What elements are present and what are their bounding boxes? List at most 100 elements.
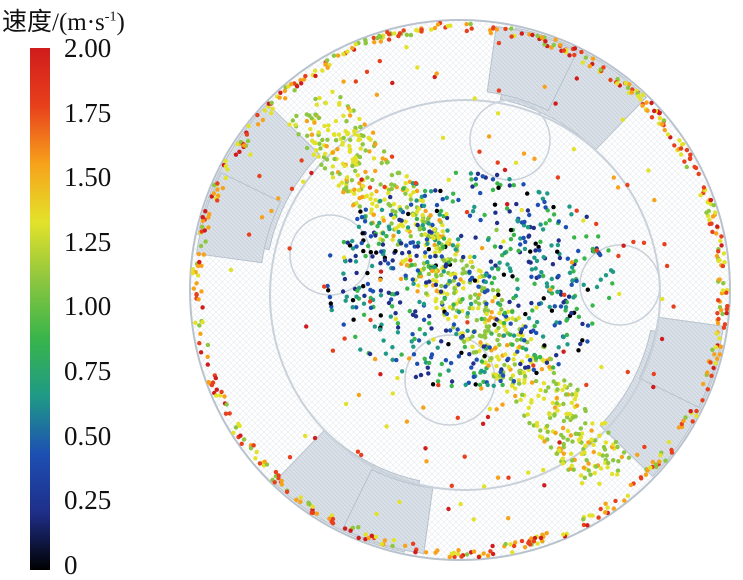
particle — [432, 74, 437, 80]
particle — [644, 100, 649, 105]
particle — [215, 187, 220, 192]
particle — [444, 211, 449, 217]
particle — [406, 356, 412, 361]
particle — [492, 275, 497, 281]
particle — [594, 464, 599, 469]
particle — [316, 115, 322, 121]
particle — [533, 266, 538, 271]
particle — [361, 301, 367, 306]
particle — [526, 233, 532, 238]
particle — [493, 372, 499, 377]
particle — [672, 143, 677, 148]
particle — [367, 299, 373, 304]
particle — [430, 222, 435, 228]
particle — [574, 208, 579, 213]
particle — [375, 35, 380, 41]
particle — [547, 218, 552, 223]
particle — [206, 225, 211, 230]
particle — [585, 523, 590, 528]
particle — [557, 448, 562, 453]
particle — [223, 175, 228, 181]
particle — [373, 534, 379, 539]
particle — [458, 335, 464, 340]
particle — [533, 356, 539, 361]
particle — [490, 551, 496, 557]
particle — [453, 275, 458, 280]
particle — [191, 286, 196, 291]
particle — [207, 211, 212, 217]
particle — [374, 204, 379, 209]
particle — [652, 108, 657, 114]
particle — [528, 249, 533, 254]
particle — [239, 441, 244, 446]
particle — [486, 363, 491, 368]
particle — [478, 190, 483, 196]
particle — [452, 290, 457, 296]
particle — [436, 240, 442, 245]
particle — [603, 420, 608, 426]
particle — [363, 37, 368, 43]
particle — [611, 506, 616, 511]
particle — [498, 244, 503, 250]
particle — [516, 303, 521, 308]
particle — [485, 414, 491, 420]
particle — [190, 270, 195, 276]
particle — [484, 301, 489, 306]
particle — [428, 254, 433, 259]
particle — [515, 286, 520, 291]
particle — [417, 206, 422, 211]
particle — [579, 49, 584, 55]
particle — [531, 363, 536, 368]
particle — [718, 238, 723, 244]
particle — [380, 242, 386, 247]
particle — [341, 79, 346, 84]
particle — [357, 196, 362, 201]
particle — [411, 352, 417, 357]
particle — [565, 342, 570, 347]
particle — [257, 173, 262, 179]
particle — [569, 260, 575, 265]
particle — [432, 250, 438, 255]
particle — [441, 236, 447, 241]
particle — [523, 239, 528, 245]
particle — [545, 191, 550, 196]
particle — [356, 188, 361, 193]
particle — [390, 357, 395, 362]
particle — [223, 158, 228, 164]
particle — [410, 212, 416, 218]
particle — [397, 499, 402, 505]
particle — [713, 345, 719, 350]
particle — [394, 357, 399, 363]
particle — [423, 250, 428, 255]
particle — [299, 158, 304, 163]
particle — [531, 423, 536, 428]
particle — [492, 322, 497, 327]
particle — [482, 353, 487, 359]
particle — [550, 262, 556, 267]
particle — [540, 334, 546, 339]
particle — [369, 192, 374, 197]
particle — [531, 225, 536, 231]
particle — [561, 48, 566, 53]
particle — [611, 458, 616, 463]
particle — [569, 310, 574, 316]
particle — [501, 320, 507, 326]
particle — [200, 319, 205, 325]
particle — [227, 411, 232, 416]
particle — [487, 406, 493, 412]
particle — [539, 367, 545, 372]
particle — [496, 40, 502, 46]
particle — [502, 167, 508, 173]
particle — [341, 135, 346, 141]
particle — [426, 271, 432, 277]
particle — [294, 497, 299, 502]
particle — [292, 88, 297, 93]
particle — [426, 371, 431, 376]
particle — [570, 392, 575, 397]
particle — [311, 152, 317, 157]
particle — [353, 79, 358, 84]
scale-tick-label: 1.50 — [64, 162, 112, 193]
particle — [439, 272, 444, 278]
particle — [594, 248, 599, 253]
particle — [465, 337, 470, 342]
